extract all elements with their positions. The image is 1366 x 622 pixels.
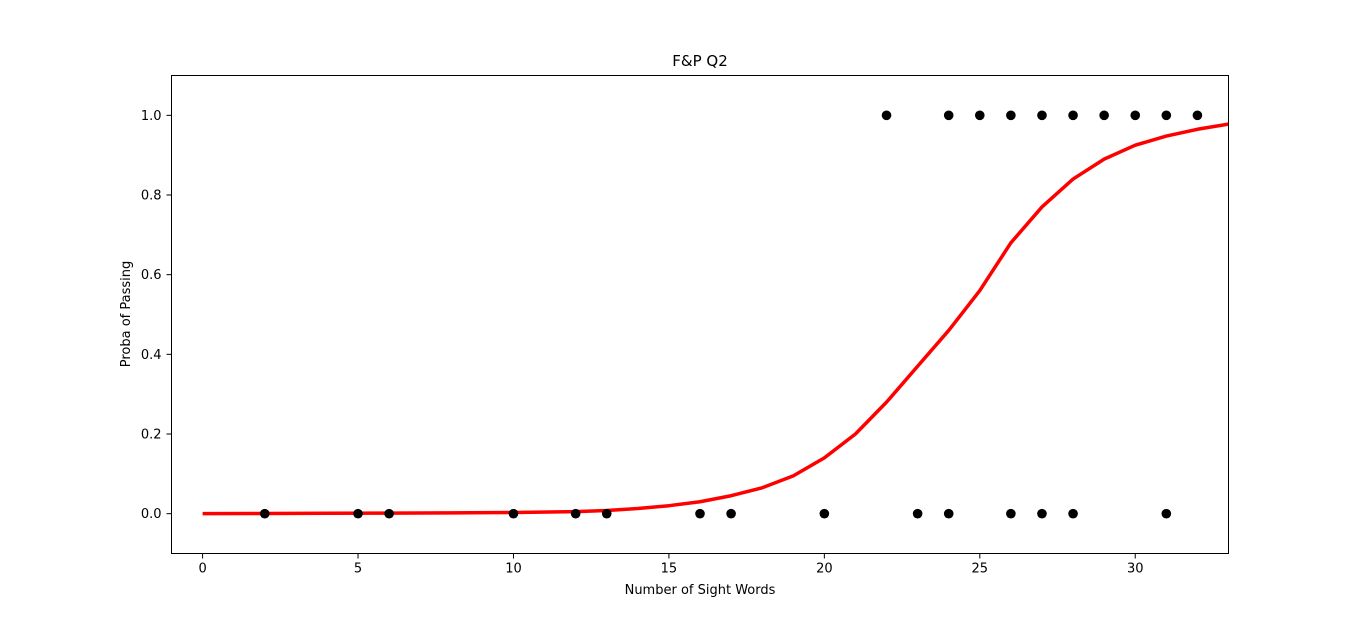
scatter-point — [1068, 508, 1078, 519]
scatter-point — [881, 110, 892, 121]
scatter-point — [1161, 508, 1172, 519]
scatter-point — [912, 508, 923, 519]
scatter-point — [819, 508, 830, 519]
scatter-point — [943, 110, 954, 121]
x-tick-label: 30 — [1127, 562, 1144, 577]
scatter-point — [1161, 110, 1172, 121]
y-tick-label: 0.0 — [141, 507, 162, 522]
plot-area — [202, 110, 1229, 519]
scatter-point — [1130, 110, 1141, 121]
logistic-curve — [202, 122, 1229, 516]
y-tick-label: 0.2 — [141, 428, 162, 443]
y-tick-label: 0.4 — [141, 348, 162, 363]
scatter-point — [384, 508, 394, 519]
plot-frame — [171, 75, 1229, 554]
x-tick-label: 0 — [198, 562, 206, 577]
scatter-point — [1006, 110, 1016, 121]
x-tick-label: 5 — [354, 562, 362, 577]
scatter-point — [1192, 110, 1203, 121]
scatter-point — [726, 508, 736, 519]
y-tick-label: 1.0 — [141, 109, 162, 124]
scatter-point — [943, 508, 954, 519]
scatter-point — [353, 508, 363, 519]
x-tick-label: 15 — [661, 562, 678, 577]
chart-title: F&P Q2 — [672, 52, 728, 70]
y-tick-label: 0.8 — [141, 189, 162, 204]
scatter-point — [508, 508, 519, 519]
x-tick-label: 10 — [505, 562, 522, 577]
scatter-point — [974, 110, 985, 121]
scatter-point — [601, 508, 612, 519]
plot-series — [202, 110, 1229, 519]
y-tick-label: 0.6 — [141, 268, 162, 283]
scatter-point — [695, 508, 705, 519]
x-axis-label: Number of Sight Words — [625, 583, 776, 598]
scatter-point — [259, 508, 270, 519]
scatter-point — [1099, 110, 1109, 121]
x-tick-label: 20 — [816, 562, 833, 577]
axis-ticks: 0 5 10 15 20 25 30 0.0 0.2 0.4 0.6 0.8 1.0 — [141, 109, 1144, 577]
x-tick-label: 25 — [972, 562, 989, 577]
scatter-point — [1037, 110, 1047, 121]
scatter-point — [1068, 110, 1078, 121]
y-axis-label: Proba of Passing — [119, 261, 134, 368]
scatter-point — [1006, 508, 1016, 519]
scatter-point — [570, 508, 581, 519]
scatter-point — [1037, 508, 1047, 519]
